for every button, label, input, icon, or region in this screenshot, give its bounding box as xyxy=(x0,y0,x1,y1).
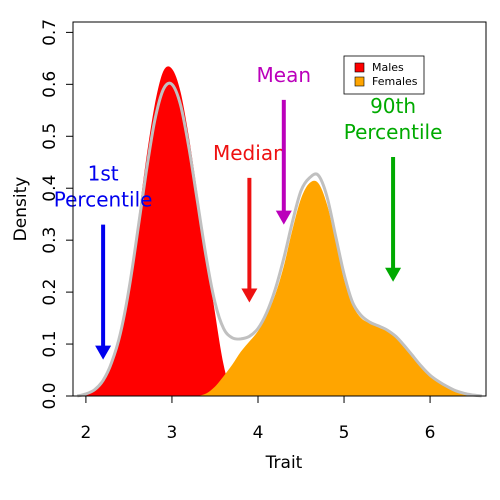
annotation-arrow-head xyxy=(95,346,111,360)
legend-swatch-males xyxy=(355,63,364,72)
x-tick-label: 6 xyxy=(425,423,436,443)
annotation-label: 90th xyxy=(370,94,416,118)
legend-label-females: Females xyxy=(372,75,418,88)
y-tick-label: 0.7 xyxy=(40,19,60,46)
y-tick-label: 0.6 xyxy=(40,71,60,98)
x-tick-label: 4 xyxy=(253,423,264,443)
legend-label-males: Males xyxy=(372,61,404,74)
annotation-label: Median xyxy=(213,141,286,165)
x-axis-label: Trait xyxy=(265,453,303,473)
y-axis-label: Density xyxy=(11,177,31,242)
x-tick-label: 5 xyxy=(339,423,350,443)
y-tick-label: 0.3 xyxy=(40,227,60,254)
x-tick-label: 3 xyxy=(167,423,178,443)
annotation-arrow-head xyxy=(276,211,292,225)
legend-swatch-females xyxy=(355,77,364,86)
y-axis: 0.0 0.1 0.2 0.3 0.4 0.5 0.6 0.7 xyxy=(40,19,73,410)
y-tick-label: 0.5 xyxy=(40,123,60,150)
y-tick-label: 0.4 xyxy=(40,175,60,202)
y-tick-label: 0.0 xyxy=(40,382,60,409)
annotation-arrow-head xyxy=(241,289,257,303)
annotation-label: Mean xyxy=(257,63,312,87)
y-tick-label: 0.2 xyxy=(40,279,60,306)
annotation-arrow-head xyxy=(385,268,401,282)
x-tick-label: 2 xyxy=(80,423,91,443)
annotation-label: Percentile xyxy=(344,120,443,144)
annotation-label: Percentile xyxy=(54,188,153,212)
annotation-label: 1st xyxy=(88,162,119,186)
x-axis: 2 3 4 5 6 xyxy=(80,396,435,443)
y-tick-label: 0.1 xyxy=(40,331,60,358)
females-density-area xyxy=(198,181,482,396)
series-layer xyxy=(77,66,481,396)
